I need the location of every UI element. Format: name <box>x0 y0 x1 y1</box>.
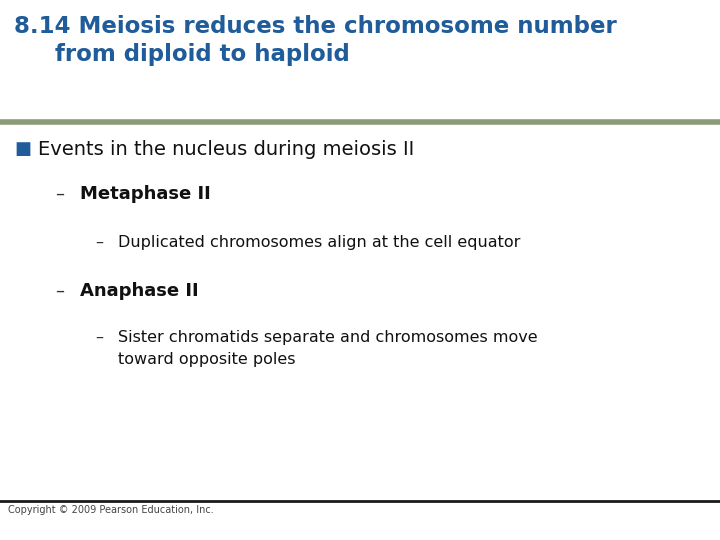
Text: Metaphase II: Metaphase II <box>80 185 211 203</box>
Text: –: – <box>95 330 103 345</box>
Text: ■: ■ <box>14 140 31 158</box>
Text: –: – <box>55 282 64 300</box>
Text: Sister chromatids separate and chromosomes move
toward opposite poles: Sister chromatids separate and chromosom… <box>118 330 538 367</box>
Text: –: – <box>95 235 103 250</box>
Text: Copyright © 2009 Pearson Education, Inc.: Copyright © 2009 Pearson Education, Inc. <box>8 505 214 515</box>
Text: from diploid to haploid: from diploid to haploid <box>55 43 350 66</box>
Text: Events in the nucleus during meiosis II: Events in the nucleus during meiosis II <box>38 140 414 159</box>
Text: Anaphase II: Anaphase II <box>80 282 199 300</box>
Text: 8.14 Meiosis reduces the chromosome number: 8.14 Meiosis reduces the chromosome numb… <box>14 15 617 38</box>
Text: Duplicated chromosomes align at the cell equator: Duplicated chromosomes align at the cell… <box>118 235 521 250</box>
Text: –: – <box>55 185 64 203</box>
